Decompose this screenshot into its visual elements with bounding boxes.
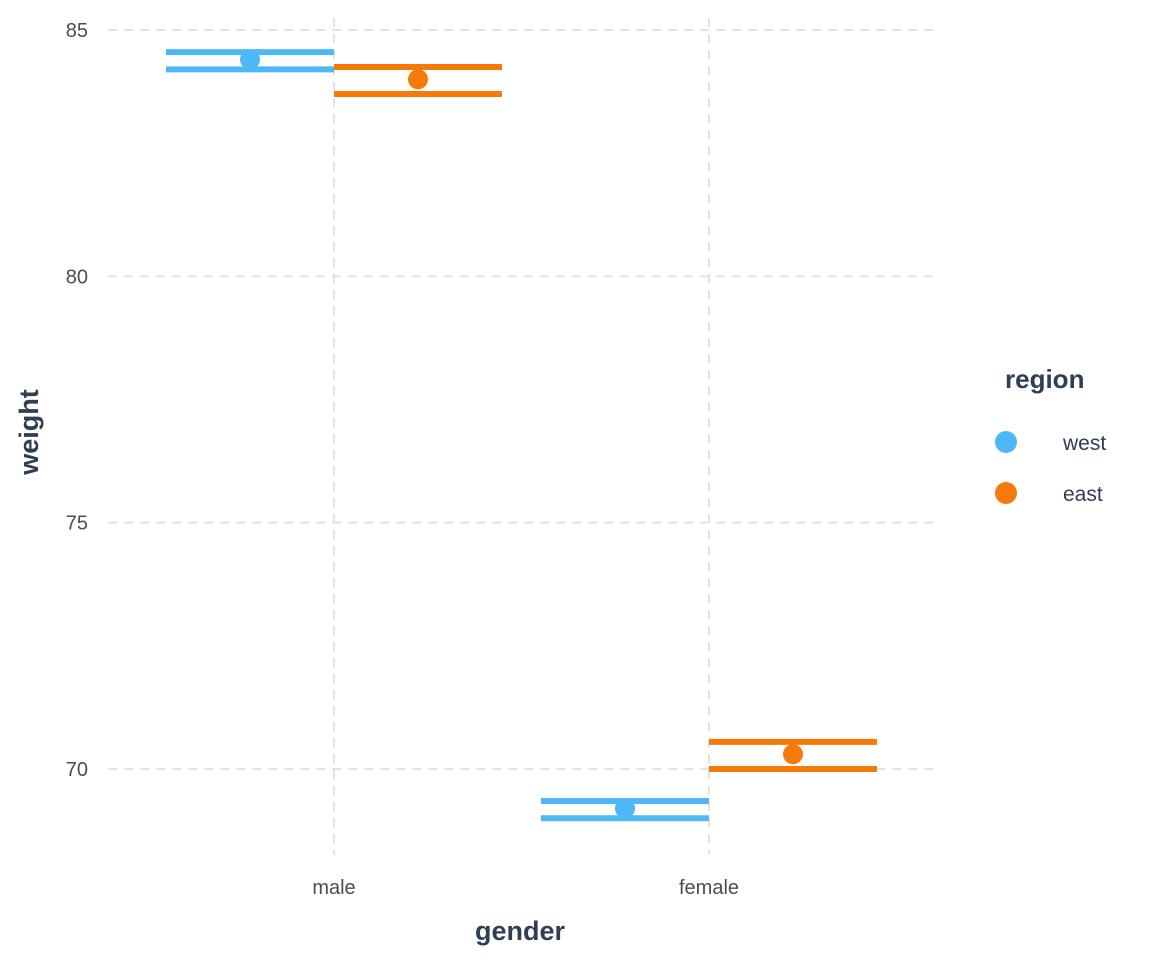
y-tick-label: 85 [66,20,88,42]
marks-layer [166,49,877,822]
tick-layer: 70 75 80 85 male female [66,20,739,899]
east-female-point [783,744,803,765]
east-male-point [408,69,428,90]
grid-layer [108,18,935,855]
y-axis-title: weight [14,389,44,476]
legend-label-east: east [1063,483,1103,506]
legend-key-west [995,431,1017,453]
legend-label-west: west [1062,432,1106,455]
x-axis-title: gender [475,916,566,946]
y-tick-label: 75 [66,513,88,535]
y-tick-label: 80 [66,266,88,288]
west-female-point [615,798,635,819]
west-male-point [240,49,260,70]
legend-key-east [995,482,1017,504]
y-tick-label: 70 [66,759,88,781]
x-tick-label: male [312,877,355,899]
legend: region west east [995,364,1106,506]
legend-title: region [1005,364,1084,394]
legend-items: west east [995,431,1106,506]
x-tick-label: female [679,877,739,899]
